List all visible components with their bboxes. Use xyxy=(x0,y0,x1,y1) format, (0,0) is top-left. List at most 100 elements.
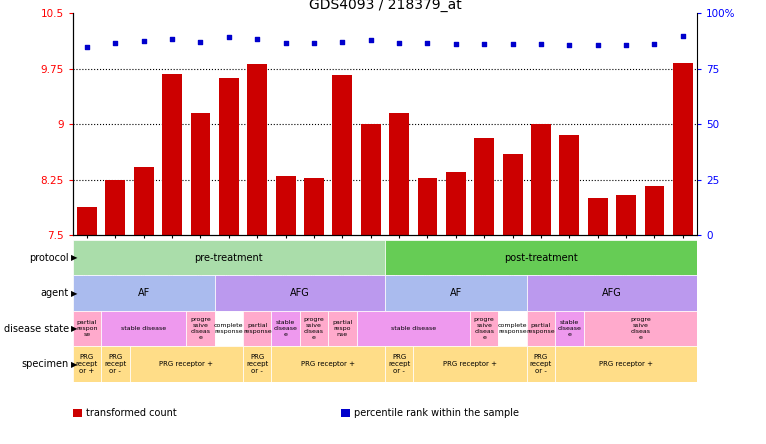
Text: partial
response: partial response xyxy=(527,323,555,334)
Bar xyxy=(502,154,522,235)
Bar xyxy=(332,75,352,235)
Text: partial
response: partial response xyxy=(243,323,271,334)
Point xyxy=(393,40,405,47)
Bar xyxy=(527,346,555,382)
Bar xyxy=(134,167,154,235)
Point xyxy=(478,40,490,47)
Point xyxy=(620,42,632,49)
Bar xyxy=(446,172,466,235)
Bar xyxy=(555,346,697,382)
Text: partial
respon
se: partial respon se xyxy=(76,320,98,337)
Text: transformed count: transformed count xyxy=(86,408,176,418)
Text: progre
ssive
diseas
e: progre ssive diseas e xyxy=(630,317,650,340)
Bar xyxy=(385,240,697,275)
Bar xyxy=(385,275,527,311)
Text: partial
respo
nse: partial respo nse xyxy=(332,320,352,337)
Bar xyxy=(470,311,499,346)
Text: progre
ssive
diseas
e: progre ssive diseas e xyxy=(190,317,211,340)
Point xyxy=(450,40,462,47)
Text: ▶: ▶ xyxy=(70,360,77,369)
Point xyxy=(535,40,547,47)
Bar xyxy=(361,124,381,235)
Bar xyxy=(73,275,214,311)
Bar xyxy=(531,124,551,235)
Point xyxy=(81,43,93,50)
Text: disease state: disease state xyxy=(4,324,69,333)
Text: complete
response: complete response xyxy=(214,323,244,334)
Text: stable
disease
e: stable disease e xyxy=(558,320,581,337)
Bar xyxy=(385,346,414,382)
Bar xyxy=(247,63,267,235)
Bar xyxy=(414,346,527,382)
Text: AF: AF xyxy=(450,288,462,298)
Bar xyxy=(162,74,182,235)
Text: PRG
recept
or +: PRG recept or + xyxy=(76,354,98,374)
Text: stable disease: stable disease xyxy=(391,326,436,331)
Bar xyxy=(328,311,356,346)
Text: post-treatment: post-treatment xyxy=(504,253,578,262)
Point xyxy=(648,41,660,48)
Bar xyxy=(527,311,555,346)
Point xyxy=(223,33,235,40)
Bar xyxy=(191,113,211,235)
Text: protocol: protocol xyxy=(29,253,69,262)
Bar xyxy=(77,207,97,235)
Bar xyxy=(129,346,243,382)
Bar xyxy=(474,138,494,235)
Text: specimen: specimen xyxy=(21,359,69,369)
Bar xyxy=(304,178,324,235)
Bar xyxy=(499,311,527,346)
Text: complete
response: complete response xyxy=(498,323,527,334)
Text: agent: agent xyxy=(41,288,69,298)
Text: AF: AF xyxy=(138,288,150,298)
Text: PRG receptor +: PRG receptor + xyxy=(301,361,355,367)
Text: pre-treatment: pre-treatment xyxy=(195,253,264,262)
Text: ▶: ▶ xyxy=(70,324,77,333)
Text: progre
ssive
diseas
e: progre ssive diseas e xyxy=(303,317,324,340)
Text: stable disease: stable disease xyxy=(121,326,166,331)
Point xyxy=(336,39,349,46)
Bar xyxy=(527,275,697,311)
Text: AFG: AFG xyxy=(290,288,309,298)
Bar xyxy=(271,311,300,346)
Bar xyxy=(106,180,126,235)
Text: PRG receptor +: PRG receptor + xyxy=(443,361,497,367)
Bar xyxy=(243,311,271,346)
Point xyxy=(138,38,150,45)
Point xyxy=(563,42,575,49)
Point xyxy=(676,32,689,39)
Bar xyxy=(417,178,437,235)
Title: GDS4093 / 218379_at: GDS4093 / 218379_at xyxy=(309,0,461,12)
Bar xyxy=(559,135,579,235)
Text: progre
ssive
diseas
e: progre ssive diseas e xyxy=(474,317,495,340)
Bar xyxy=(555,311,584,346)
Bar xyxy=(101,346,129,382)
Bar xyxy=(101,311,186,346)
Text: ▶: ▶ xyxy=(70,253,77,262)
Bar xyxy=(271,346,385,382)
Bar xyxy=(214,275,385,311)
Bar xyxy=(276,176,296,235)
Point xyxy=(166,36,178,43)
Bar xyxy=(186,311,214,346)
Text: PRG receptor +: PRG receptor + xyxy=(599,361,653,367)
Bar xyxy=(73,240,385,275)
Text: percentile rank within the sample: percentile rank within the sample xyxy=(354,408,519,418)
Point xyxy=(421,40,434,47)
Text: ▶: ▶ xyxy=(70,289,77,297)
Bar xyxy=(73,311,101,346)
Point xyxy=(506,41,519,48)
Text: PRG receptor +: PRG receptor + xyxy=(159,361,213,367)
Point xyxy=(195,39,207,46)
Text: PRG
recept
or -: PRG recept or - xyxy=(246,354,268,374)
Bar xyxy=(73,346,101,382)
Bar xyxy=(300,311,328,346)
Bar xyxy=(588,198,607,235)
Bar xyxy=(673,63,692,235)
Point xyxy=(591,42,604,49)
Text: stable
disease
e: stable disease e xyxy=(273,320,297,337)
Bar xyxy=(616,194,636,235)
Text: AFG: AFG xyxy=(602,288,622,298)
Bar xyxy=(389,113,409,235)
Point xyxy=(280,40,292,47)
